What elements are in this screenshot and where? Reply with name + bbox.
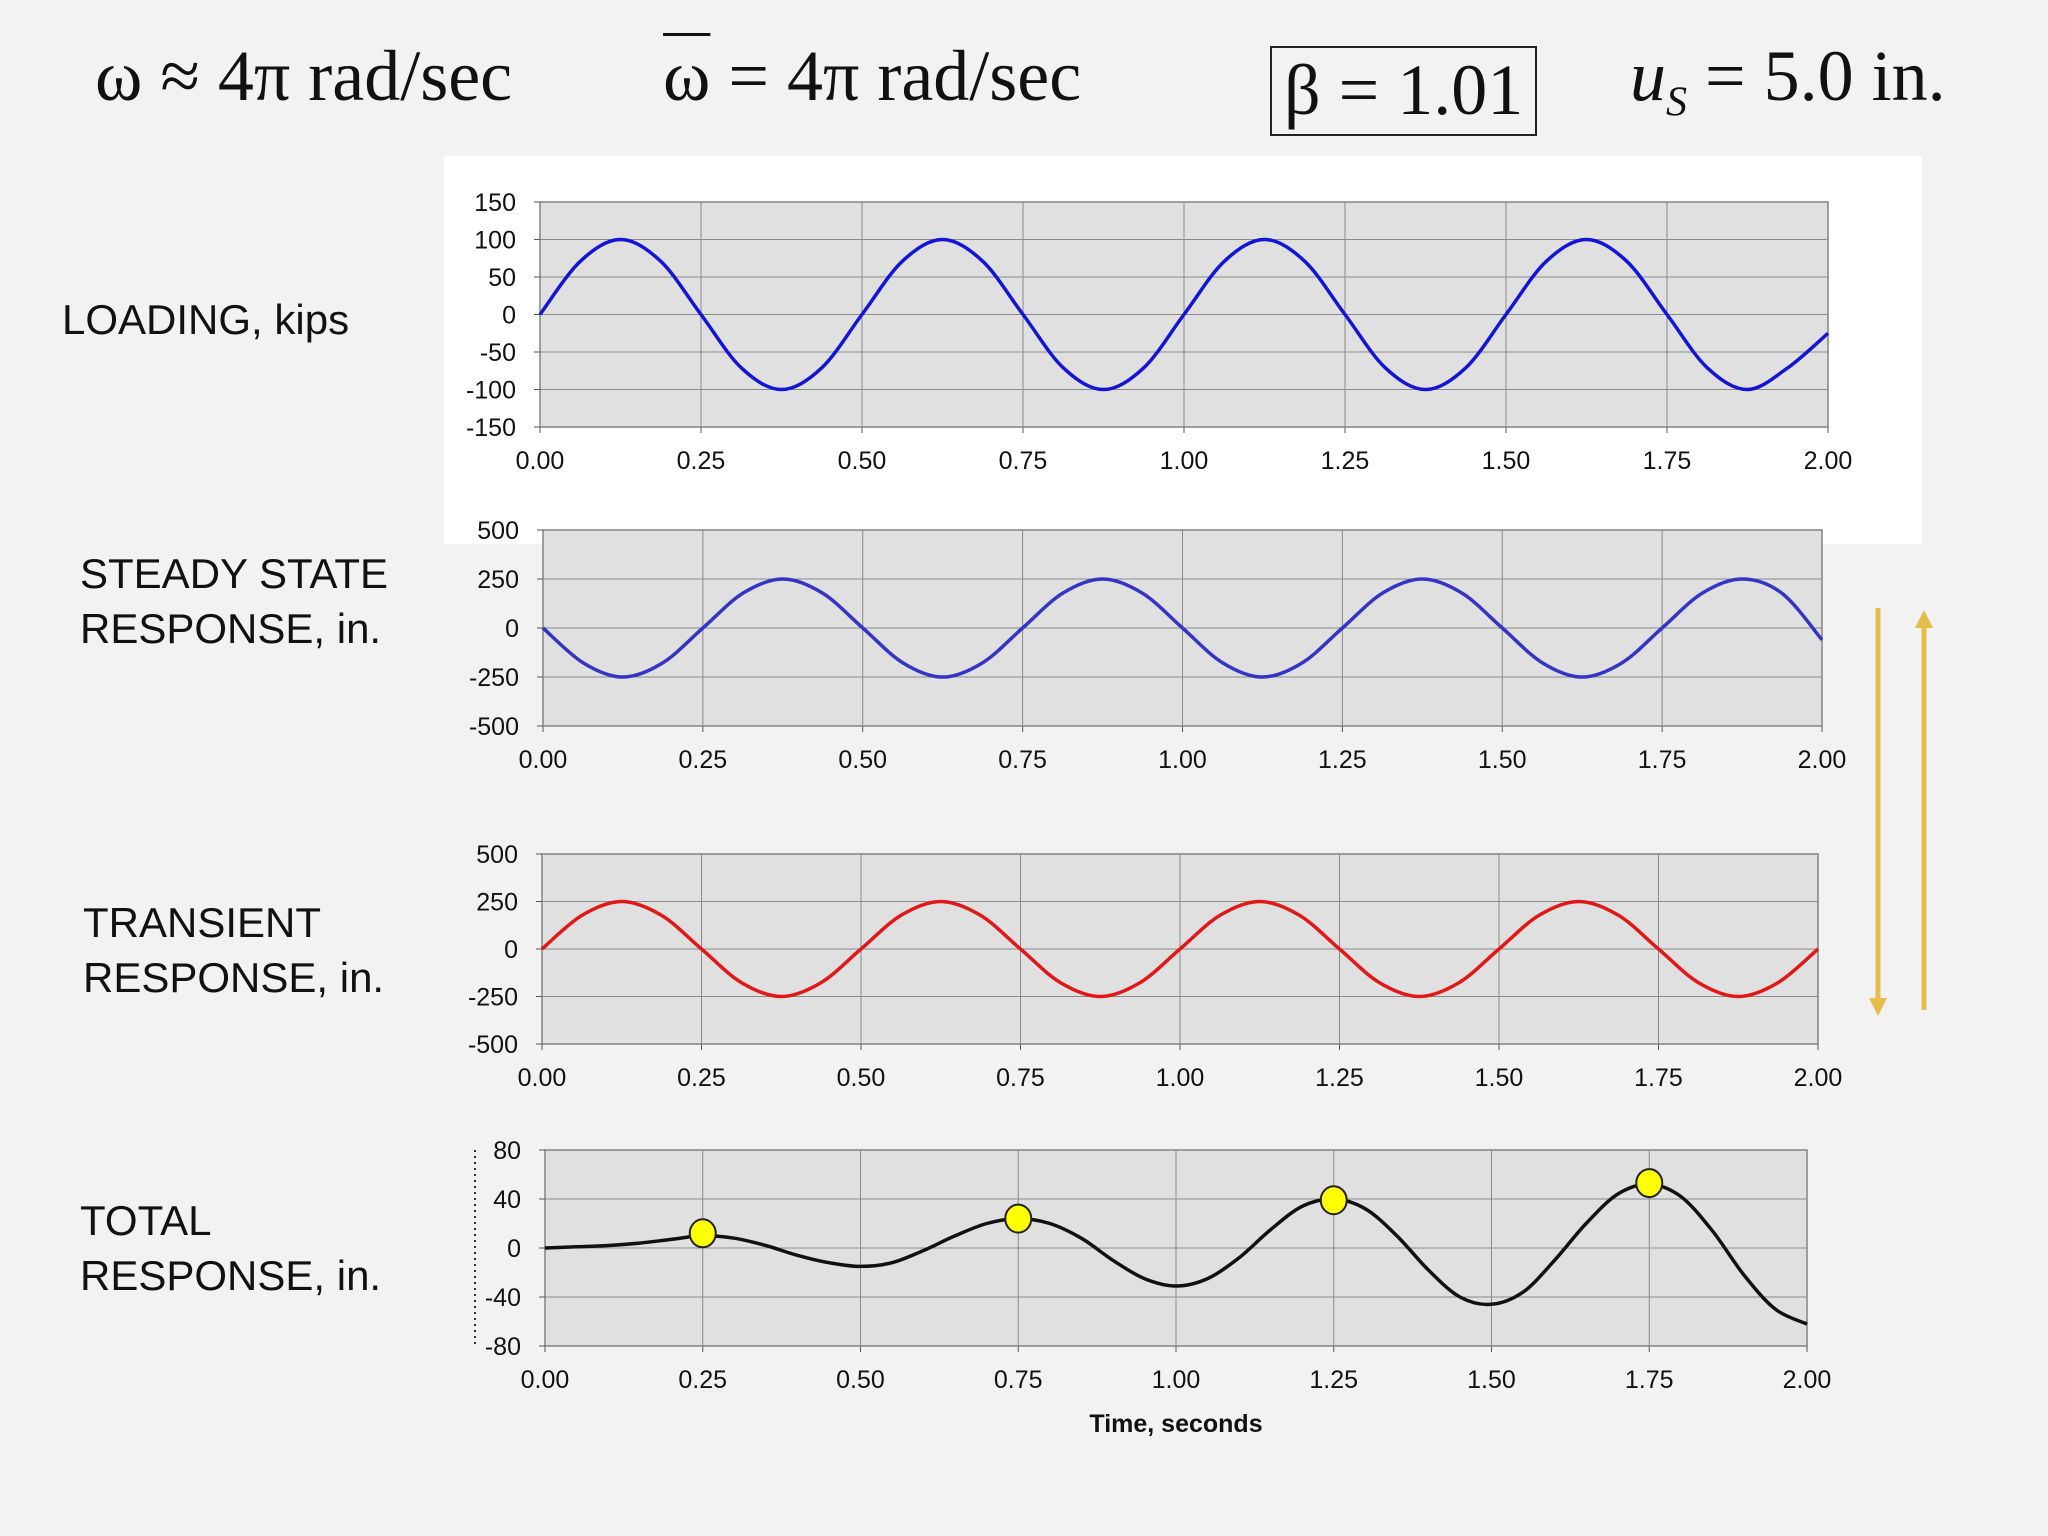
loading-y-tick-label: -100 xyxy=(466,377,516,405)
transient-chart: 0.00 0.25 0.50 0.75 1.00 1.25 1.50 1.75 2.00 500 2… xyxy=(468,841,1842,1092)
upward-arrow xyxy=(1915,610,1933,1010)
omega-equation: ω ≈ 4π rad/sec xyxy=(95,36,513,116)
total-x-tick-label: 0.75 xyxy=(994,1366,1043,1394)
total-response-chart: 0.00 0.25 0.50 0.75 1.00 1.25 1.50 1.75 2.00 80 40… xyxy=(485,1137,1831,1394)
total-x-tick-label: 2.00 xyxy=(1783,1366,1832,1394)
steady-state-y-tick-label: -250 xyxy=(469,664,519,692)
transient-y-tick-label: 250 xyxy=(476,889,518,917)
total-x-tick-label: 1.25 xyxy=(1309,1366,1358,1394)
steady-state-x-tick-label: 1.00 xyxy=(1158,746,1207,774)
total-peak-marker xyxy=(1004,1203,1033,1234)
transient-y-tick-label: -500 xyxy=(468,1031,518,1059)
transient-label: TRANSIENT RESPONSE, in. xyxy=(83,899,385,1001)
us-symbol: u xyxy=(1630,36,1666,116)
steady-state-y-tick-label: 0 xyxy=(505,615,519,643)
transient-y-tick-label: 500 xyxy=(476,841,518,869)
transient-x-tick-label: 0.75 xyxy=(996,1064,1045,1092)
loading-y-tick-label: 0 xyxy=(502,302,516,330)
transient-y-tick-label: 0 xyxy=(504,936,518,964)
static-displacement-equation: uS = 5.0 in. xyxy=(1630,40,1946,123)
loading-y-tick-label: 100 xyxy=(474,227,516,255)
steady-state-y-tick-label: 500 xyxy=(477,517,519,545)
transient-x-tick-label: 2.00 xyxy=(1794,1064,1843,1092)
loading-chart: 0.00 0.25 0.50 0.75 1.00 1.25 1.50 1.75 2.00 150 1… xyxy=(466,189,1852,475)
transient-x-tick-label: 1.25 xyxy=(1315,1064,1364,1092)
steady-state-y-tick-label: -500 xyxy=(469,713,519,741)
total-x-tick-label: 1.00 xyxy=(1152,1366,1201,1394)
beta-equation: β = 1.01 xyxy=(1270,46,1538,136)
us-value: = 5.0 in. xyxy=(1687,36,1946,116)
steady-state-x-tick-label: 2.00 xyxy=(1798,746,1847,774)
transient-x-tick-label: 1.50 xyxy=(1475,1064,1524,1092)
steady-state-x-tick-label: 1.75 xyxy=(1638,746,1687,774)
total-y-tick-label: 40 xyxy=(493,1186,521,1214)
loading-label: LOADING, kips xyxy=(62,296,350,343)
loading-y-tick-label: -150 xyxy=(466,414,516,442)
transient-x-tick-label: 0.25 xyxy=(677,1064,726,1092)
total-x-tick-label: 1.75 xyxy=(1625,1366,1674,1394)
steady-state-series-line xyxy=(541,577,1824,679)
downward-arrow-head xyxy=(1869,998,1887,1016)
total-x-tick-label: 0.25 xyxy=(678,1366,727,1394)
steady-state-x-tick-label: 0.25 xyxy=(679,746,728,774)
total-peak-marker xyxy=(1319,1185,1348,1216)
total-x-tick-label: 0.50 xyxy=(836,1366,885,1394)
total-y-tick-label: 0 xyxy=(507,1235,521,1263)
x-axis-title: Time, seconds xyxy=(1089,1410,1262,1438)
transient-series-line xyxy=(540,899,1820,999)
steady-state-chart: 0.00 0.25 0.50 0.75 1.00 1.25 1.50 1.75 2.00 500 2… xyxy=(469,517,1846,774)
downward-arrow xyxy=(1869,608,1887,1016)
transient-x-tick-label: 1.00 xyxy=(1156,1064,1205,1092)
steady-state-label: STEADY STATE RESPONSE, in. xyxy=(80,550,389,652)
loading-x-tick-label: 1.25 xyxy=(1321,447,1370,475)
steady-state-y-tick-label: 250 xyxy=(477,566,519,594)
omega-bar-equation: ω = 4π rad/sec xyxy=(663,40,1081,112)
loading-x-tick-label: 1.50 xyxy=(1482,447,1531,475)
total-y-tick-label: -80 xyxy=(485,1333,521,1361)
transient-y-tick-label: -250 xyxy=(468,984,518,1012)
steady-state-x-tick-label: 0.00 xyxy=(519,746,568,774)
total-x-tick-label: 1.50 xyxy=(1467,1366,1516,1394)
loading-series-line xyxy=(538,237,1830,392)
loading-x-tick-label: 0.50 xyxy=(838,447,887,475)
loading-y-tick-label: 50 xyxy=(488,264,516,292)
loading-y-tick-label: 150 xyxy=(474,189,516,217)
loading-x-tick-label: 1.75 xyxy=(1643,447,1692,475)
transient-x-tick-label: 1.75 xyxy=(1634,1064,1683,1092)
total-peak-marker xyxy=(688,1218,717,1249)
total-response-label: TOTAL RESPONSE, in. xyxy=(80,1197,382,1299)
total-series-line xyxy=(544,1182,1808,1326)
loading-x-tick-label: 2.00 xyxy=(1804,447,1853,475)
steady-state-x-tick-label: 1.50 xyxy=(1478,746,1527,774)
loading-x-tick-label: 1.00 xyxy=(1160,447,1209,475)
loading-y-tick-label: -50 xyxy=(480,339,516,367)
loading-x-tick-label: 0.75 xyxy=(999,447,1048,475)
transient-x-tick-label: 0.00 xyxy=(518,1064,567,1092)
loading-x-tick-label: 0.00 xyxy=(516,447,565,475)
steady-state-x-tick-label: 0.75 xyxy=(998,746,1047,774)
transient-x-tick-label: 0.50 xyxy=(837,1064,886,1092)
omega-bar-symbol: ω xyxy=(663,36,711,116)
us-subscript: S xyxy=(1666,79,1687,126)
total-y-tick-label: -40 xyxy=(485,1284,521,1312)
upward-arrow-head xyxy=(1915,610,1933,628)
total-peak-marker xyxy=(1635,1168,1664,1199)
steady-state-x-tick-label: 0.50 xyxy=(838,746,887,774)
loading-x-tick-label: 0.25 xyxy=(677,447,726,475)
total-x-tick-label: 0.00 xyxy=(521,1366,570,1394)
omega-bar-value: = 4π rad/sec xyxy=(710,36,1082,116)
total-y-tick-label: 80 xyxy=(493,1137,521,1165)
steady-state-x-tick-label: 1.25 xyxy=(1318,746,1367,774)
